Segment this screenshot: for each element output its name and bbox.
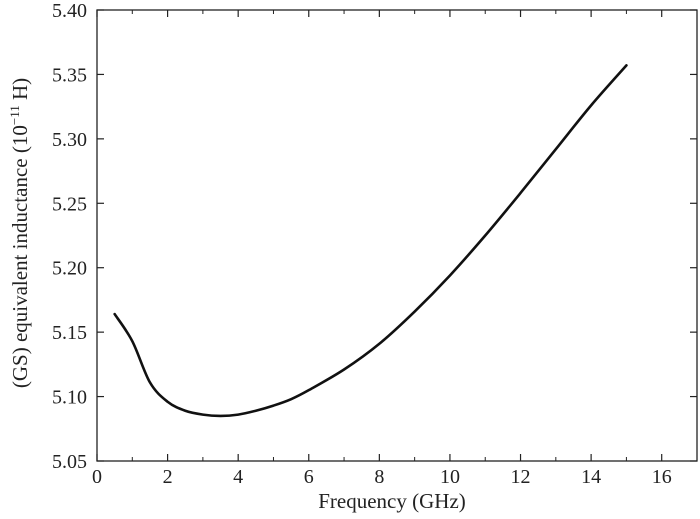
y-tick-label: 5.20: [52, 258, 87, 280]
series-line: [113, 64, 628, 418]
x-tick-label: 14: [581, 466, 601, 488]
x-tick-label: 16: [652, 466, 672, 488]
plot-frame: [96, 9, 698, 462]
y-tick-label: 5.15: [52, 322, 87, 344]
x-axis-ticks: 0 2 4 6 8 10 12 14 16: [92, 10, 672, 488]
x-tick-label: 12: [511, 466, 531, 488]
x-tick-label: 10: [440, 466, 460, 488]
y-tick-label: 5.30: [52, 129, 87, 151]
x-tick-label: 2: [163, 466, 173, 488]
y-tick-label: 5.40: [52, 0, 87, 22]
plot-border: [96, 9, 698, 462]
x-tick-label: 0: [92, 466, 102, 488]
y-axis-title-prefix: (GS) equivalent inductance (10: [8, 125, 32, 388]
y-axis-title-exponent: −11: [7, 105, 22, 125]
y-axis-title-suffix: H): [8, 78, 32, 105]
x-axis-title: Frequency (GHz): [318, 489, 466, 513]
y-tick-label: 5.10: [52, 387, 87, 409]
y-axis-title: (GS) equivalent inductance (10−11 H): [7, 78, 32, 388]
y-tick-label: 5.25: [52, 193, 87, 215]
y-tick-label: 5.35: [52, 64, 87, 86]
series-layer: [113, 64, 628, 418]
x-tick-label: 4: [233, 466, 243, 488]
x-tick-label: 6: [304, 466, 314, 488]
y-tick-label: 5.05: [52, 451, 87, 473]
y-axis-ticks: 5.05 5.10 5.15 5.20 5.25 5.30 5.35 5.40: [52, 0, 697, 473]
x-tick-label: 8: [374, 466, 384, 488]
